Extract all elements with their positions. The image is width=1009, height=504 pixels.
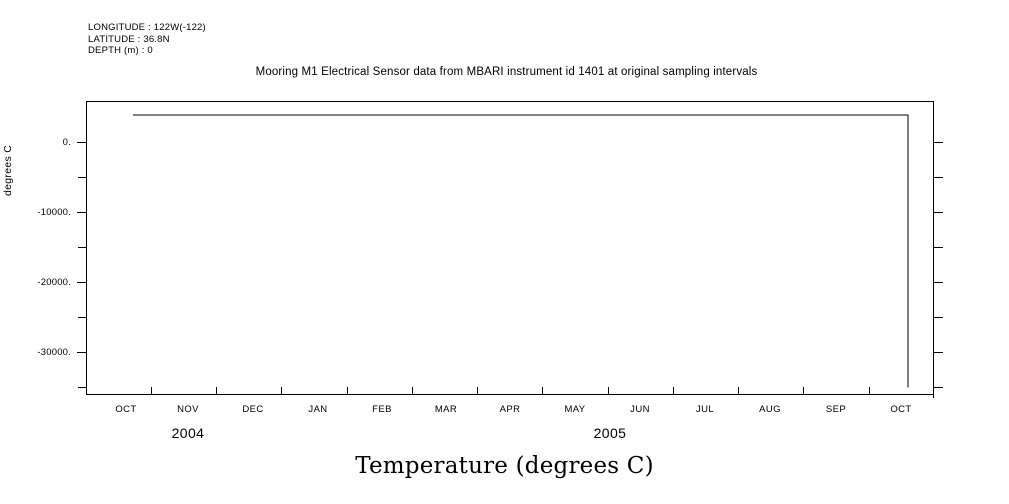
y-tick-right bbox=[934, 352, 943, 353]
x-axis-label-oct-2004: OCT bbox=[115, 404, 137, 415]
temperature-series-line bbox=[133, 114, 909, 388]
chart-title-text: Mooring M1 Electrical Sensor data from M… bbox=[255, 66, 758, 78]
x-tick bbox=[738, 387, 739, 394]
x-axis-label-sep: SEP bbox=[825, 404, 847, 415]
x-tick bbox=[542, 387, 543, 394]
metadata-header: LONGITUDE : 122W(-122) LATITUDE : 36.8N … bbox=[88, 22, 206, 57]
x-tick bbox=[86, 387, 87, 394]
x-axis-label-mar: MAR bbox=[434, 404, 458, 415]
axis-spine-right bbox=[933, 101, 934, 398]
x-axis-label-feb: FEB bbox=[372, 404, 392, 415]
year-label-2005: 2005 bbox=[593, 425, 627, 441]
figure-caption: Temperature (degrees C) bbox=[355, 453, 654, 479]
x-axis-label-aug: AUG bbox=[759, 404, 781, 415]
y-tick-right bbox=[934, 212, 943, 213]
x-tick bbox=[673, 387, 674, 394]
x-axis-label-may: MAY bbox=[564, 404, 586, 415]
y-axis-label-3: -30000. bbox=[37, 347, 71, 358]
x-tick bbox=[803, 387, 804, 394]
y-tick-right bbox=[934, 317, 943, 318]
y-tick-major bbox=[77, 282, 86, 283]
axis-spine-left bbox=[86, 101, 87, 395]
x-axis-label-oct-2005: OCT bbox=[890, 404, 912, 415]
x-axis-label-apr: APR bbox=[499, 404, 521, 415]
x-tick bbox=[933, 387, 934, 394]
x-tick bbox=[477, 387, 478, 394]
year-label-2004: 2004 bbox=[171, 425, 205, 441]
y-axis-label-0: 0. bbox=[62, 137, 71, 148]
y-axis-title: degrees C bbox=[2, 144, 14, 196]
y-tick-minor bbox=[78, 177, 86, 178]
x-tick bbox=[869, 387, 870, 394]
x-axis-label-jul: JUL bbox=[695, 404, 715, 415]
x-tick bbox=[347, 387, 348, 394]
x-axis-label-jan: JAN bbox=[308, 404, 328, 415]
x-tick bbox=[151, 387, 152, 394]
chart-title: Mooring M1 Electrical Sensor data from M… bbox=[0, 66, 1009, 78]
x-axis-label-nov: NOV bbox=[177, 404, 199, 415]
axis-spine-top bbox=[86, 101, 934, 102]
y-tick-major bbox=[77, 212, 86, 213]
y-tick-major bbox=[77, 142, 86, 143]
longitude-label: LONGITUDE : 122W(-122) bbox=[88, 22, 206, 33]
x-tick bbox=[608, 387, 609, 394]
y-tick-minor bbox=[78, 387, 86, 388]
depth-label: DEPTH (m) : 0 bbox=[88, 45, 153, 56]
y-tick-minor bbox=[78, 317, 86, 318]
y-tick-right bbox=[934, 247, 943, 248]
y-tick-right bbox=[934, 282, 943, 283]
x-tick bbox=[412, 387, 413, 394]
x-axis-label-jun: JUN bbox=[630, 404, 650, 415]
latitude-label: LATITUDE : 36.8N bbox=[88, 33, 170, 45]
axis-spine-bottom bbox=[86, 394, 934, 395]
y-tick-major bbox=[77, 352, 86, 353]
y-axis-label-2: -20000. bbox=[37, 277, 71, 288]
y-tick-right bbox=[934, 142, 943, 143]
y-tick-minor bbox=[78, 247, 86, 248]
x-tick bbox=[281, 387, 282, 394]
y-tick-right bbox=[934, 387, 943, 388]
x-axis-label-dec: DEC bbox=[242, 404, 264, 415]
y-axis-label-1: -10000. bbox=[37, 207, 71, 218]
x-tick bbox=[216, 387, 217, 394]
y-tick-right bbox=[934, 177, 943, 178]
